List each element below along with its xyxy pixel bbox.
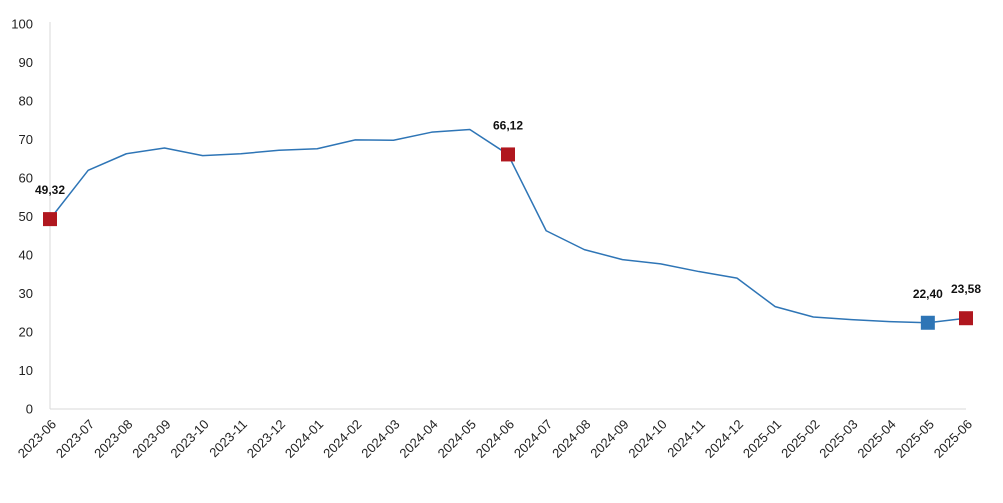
x-tick-label: 2023-12 xyxy=(244,417,288,461)
x-tick-label: 2025-02 xyxy=(778,417,822,461)
y-tick-label: 100 xyxy=(11,17,33,32)
data-labels-group: 49,32 66,12 22,40 23,58 xyxy=(35,118,981,300)
x-tick-label: 2024-04 xyxy=(396,417,440,461)
x-tick-label: 2024-11 xyxy=(664,417,708,461)
x-tick-label: 2023-10 xyxy=(167,417,211,461)
y-tick-label: 50 xyxy=(19,209,33,224)
y-tick-label: 60 xyxy=(19,171,33,186)
data-label: 66,12 xyxy=(493,118,523,132)
x-tick-label: 2024-10 xyxy=(625,417,669,461)
y-tick-label: 80 xyxy=(19,94,33,109)
x-tick-label: 2024-08 xyxy=(549,417,593,461)
data-marker xyxy=(920,315,935,330)
data-marker xyxy=(43,212,57,227)
x-tick-label: 2024-12 xyxy=(702,417,746,461)
x-tick-label: 2024-03 xyxy=(358,417,402,461)
y-tick-label: 90 xyxy=(19,55,33,70)
x-tick-label: 2023-09 xyxy=(129,417,173,461)
data-marker xyxy=(501,147,515,162)
x-tick-label: 2024-06 xyxy=(473,417,517,461)
y-tick-label: 0 xyxy=(26,402,33,417)
x-tick-label: 2025-05 xyxy=(893,417,937,461)
data-label: 49,32 xyxy=(35,183,65,197)
y-tick-label: 40 xyxy=(19,248,33,263)
y-axis-tick-labels: 0 10 20 30 40 50 60 70 80 90 100 xyxy=(11,17,33,417)
y-tick-label: 70 xyxy=(19,132,33,147)
y-tick-label: 30 xyxy=(19,286,33,301)
x-tick-label: 2024-05 xyxy=(435,417,479,461)
x-tick-label: 2024-09 xyxy=(587,417,631,461)
x-tick-label: 2024-01 xyxy=(282,417,326,461)
x-tick-label: 2025-03 xyxy=(816,417,860,461)
x-tick-label: 2023-08 xyxy=(91,417,135,461)
axes xyxy=(49,22,966,410)
x-tick-label: 2023-06 xyxy=(15,417,59,461)
x-tick-label: 2023-11 xyxy=(206,417,250,461)
y-tick-label: 20 xyxy=(19,325,33,340)
data-label: 22,40 xyxy=(913,287,943,301)
x-tick-label: 2024-07 xyxy=(511,417,555,461)
data-label: 23,58 xyxy=(951,282,981,296)
x-tick-label: 2023-07 xyxy=(53,417,97,461)
x-axis-tick-labels: 2023-062023-072023-082023-092023-102023-… xyxy=(15,417,975,461)
x-tick-label: 2025-04 xyxy=(854,417,898,461)
markers-group xyxy=(43,147,973,330)
x-tick-label: 2025-06 xyxy=(931,417,975,461)
x-tick-label: 2025-01 xyxy=(740,417,784,461)
x-tick-label: 2024-02 xyxy=(320,417,364,461)
y-tick-label: 10 xyxy=(19,363,33,378)
data-marker xyxy=(959,311,973,326)
